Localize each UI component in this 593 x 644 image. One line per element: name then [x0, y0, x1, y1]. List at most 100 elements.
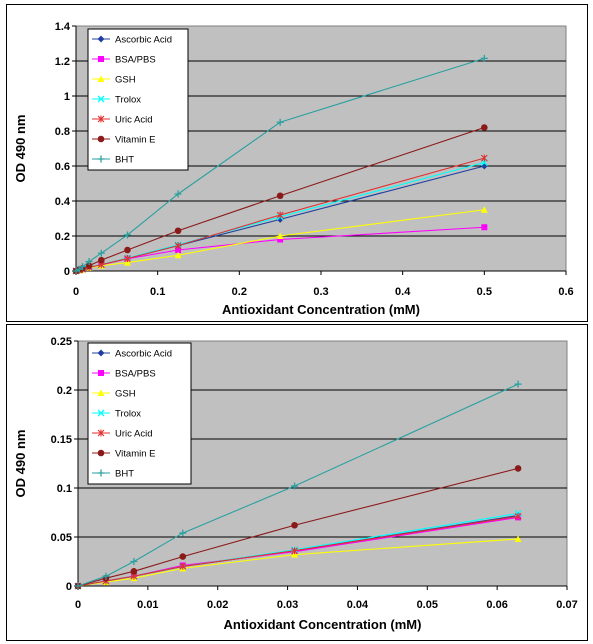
legend-label: BSA/PBS [115, 55, 156, 66]
y-tick-label: 0.8 [55, 126, 70, 138]
legend-item: GSH [92, 389, 136, 400]
legend-label: BSA/PBS [115, 369, 156, 380]
legend: Ascorbic Acid BSA/PBS GSH Trolox Uric Acid Vi… [87, 342, 192, 485]
data-point [174, 242, 182, 250]
data-point [514, 465, 522, 472]
data-point [514, 535, 522, 542]
data-point [124, 255, 131, 263]
data-point [130, 568, 138, 575]
legend-item: BSA/PBS [92, 369, 156, 380]
legend-label: Uric Acid [115, 429, 152, 440]
data-point [276, 192, 284, 200]
y-tick-label: 0.05 [51, 532, 72, 544]
legend-item: Ascorbic Acid [92, 349, 172, 360]
legend-item: BSA/PBS [92, 55, 156, 66]
legend-item: Ascorbic Acid [92, 35, 172, 46]
y-tick-label: 0.4 [55, 196, 71, 208]
data-point [514, 380, 522, 388]
legend-marker [97, 389, 105, 396]
data-point [276, 211, 284, 219]
data-point [291, 482, 299, 490]
x-tick-label: 0.01 [137, 599, 158, 611]
data-point [123, 231, 131, 239]
data-point [514, 512, 522, 520]
legend-item: BHT [92, 155, 134, 166]
legend-marker [98, 370, 104, 376]
y-tick-label: 0.2 [57, 385, 72, 397]
data-point [85, 262, 93, 270]
legend-marker [97, 135, 105, 143]
x-tick-label: 0.06 [486, 599, 507, 611]
legend-marker [97, 449, 105, 457]
data-point [102, 572, 110, 580]
legend-marker [97, 115, 105, 123]
x-tick-label: 0.05 [417, 599, 438, 611]
legend-label: Trolox [115, 409, 141, 420]
legend-label: GSH [115, 75, 136, 86]
series-line [77, 538, 519, 587]
data-point [276, 232, 284, 239]
legend-label: Ascorbic Acid [115, 349, 172, 360]
x-tick-label: 0.5 [477, 286, 492, 298]
data-point [277, 236, 284, 243]
legend: Ascorbic Acid BSA/PBS GSH Trolox Uric Acid Vi… [87, 28, 189, 171]
x-tick-label: 0.03 [277, 599, 298, 611]
data-point [179, 529, 187, 537]
x-axis-title: Antioxidant Concentration (mM) [224, 617, 422, 632]
data-point [74, 582, 82, 590]
legend-marker [98, 56, 104, 62]
x-tick-label: 0.04 [347, 599, 369, 611]
legend-marker [97, 95, 105, 103]
data-point [276, 118, 284, 126]
x-tick-label: 0.3 [313, 286, 328, 298]
legend-label: Uric Acid [115, 115, 152, 126]
y-tick-label: 0 [66, 581, 72, 593]
series-line [77, 467, 519, 587]
y-tick-label: 0.2 [55, 231, 70, 243]
y-tick-label: 1.4 [55, 21, 71, 33]
data-point [291, 547, 298, 555]
x-tick-label: 0.4 [395, 286, 411, 298]
x-tick-label: 0 [73, 286, 79, 298]
legend-marker [97, 155, 105, 163]
legend-item: Vitamin E [92, 449, 155, 460]
legend-label: BHT [115, 469, 134, 480]
series-bht [74, 380, 522, 590]
legend-item: Vitamin E [92, 135, 155, 146]
legend-item: Uric Acid [92, 429, 152, 440]
data-point [291, 551, 299, 558]
data-point [98, 256, 105, 264]
legend-label: Trolox [115, 95, 141, 106]
series-bht [72, 54, 488, 275]
legend-item: GSH [92, 75, 136, 86]
chart-1: 0 0.2 0.4 0.6 0.8 1 1.2 1.4 0 0.1 0.2 0.3 0.4 0.5 0.6 A… [6, 4, 588, 322]
data-point [291, 521, 298, 529]
chart-2: 0 0.05 0.1 0.15 0.2 0.25 0 0.01 0.02 0.03 0.04 0.05… [6, 324, 588, 641]
series-line [77, 515, 519, 587]
data-point [124, 246, 131, 254]
data-point [79, 263, 87, 271]
y-tick-label: 0 [64, 266, 70, 278]
data-point [130, 558, 138, 565]
x-tick-label: 0.6 [558, 286, 573, 298]
legend-label: BHT [115, 155, 134, 166]
legend-marker [97, 75, 105, 82]
data-point [480, 154, 488, 162]
data-point [85, 258, 93, 266]
data-point [481, 224, 488, 231]
legend-marker [97, 469, 105, 477]
data-point [175, 247, 182, 253]
y-tick-label: 0.6 [55, 161, 70, 173]
x-tick-label: 0 [75, 599, 81, 611]
legend-marker [97, 349, 105, 357]
y-tick-label: 0.25 [51, 336, 72, 348]
x-tick-label: 0.1 [150, 286, 165, 298]
x-tick-label: 0.07 [556, 599, 577, 611]
y-tick-label: 1 [64, 91, 70, 103]
legend-label: Ascorbic Acid [115, 35, 172, 46]
data-point [481, 124, 488, 131]
legend-marker [97, 409, 105, 417]
legend-label: GSH [115, 389, 136, 400]
